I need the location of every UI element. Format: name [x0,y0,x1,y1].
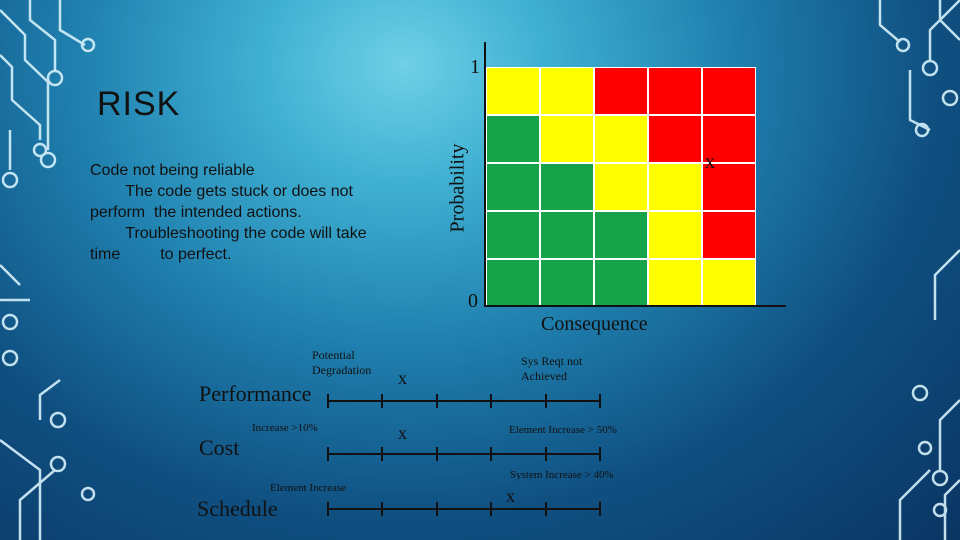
matrix-cell [702,259,756,307]
scale-tick [544,394,547,408]
matrix-cell [648,259,702,307]
matrix-cell [594,259,648,307]
matrix-marker: x [705,151,715,173]
matrix-cell [486,67,540,115]
matrix-cell [594,115,648,163]
matrix-cell [540,163,594,211]
scale-tick [327,447,329,461]
scale-tick [599,502,601,516]
scale-tick [327,394,329,408]
matrix-cell [486,163,540,211]
scale-tick [544,447,547,461]
schedule-note-left: Element Increase [270,482,347,494]
cost-note-left: Increase >10% [252,422,318,434]
matrix-cell [648,163,702,211]
cost-label: Cost [199,435,240,460]
cost-marker: x [398,423,407,443]
scale-tick [490,447,493,461]
x-axis-line [484,305,786,307]
y-axis-line [484,42,486,306]
matrix-cell [540,115,594,163]
matrix-cell [486,259,540,307]
schedule-label: Schedule [197,496,278,521]
schedule-note-right: System Increase > 40% [510,469,614,481]
scale-tick [435,447,438,461]
matrix-cell [486,211,540,259]
description-line: The code gets stuck or does not [90,183,353,200]
performance-label: Performance [199,381,312,406]
scale-tick [381,447,384,461]
scale-tick [381,502,384,516]
matrix-cell [540,67,594,115]
scale-tick [544,502,547,516]
scale-bar [328,453,600,455]
scale-tick [381,394,384,408]
matrix-cell [702,67,756,115]
matrix-cell [540,259,594,307]
x-axis-label: Consequence [541,313,648,335]
matrix-cell [648,211,702,259]
scale-bar [328,508,600,510]
slide-title: RISK [97,85,181,123]
matrix-cell [594,163,648,211]
matrix-cell [648,115,702,163]
scale-tick [490,394,493,408]
matrix-cell [540,211,594,259]
y-axis-label: Probability [446,143,469,233]
risk-description: Code not being reliable The code gets st… [90,160,420,265]
description-line: time to perfect. [90,246,232,263]
y-axis-bottom-label: 0 [468,290,478,312]
scale-tick [327,502,329,516]
scale-tick [490,502,493,516]
performance-marker: x [398,368,407,388]
matrix-cell [594,211,648,259]
schedule-marker: x [506,486,515,506]
performance-note-right: Sys Reqt not Achieved [521,354,583,383]
matrix-cell [486,115,540,163]
matrix-cell [702,115,756,163]
performance-note-left: Potential Degradation [312,348,372,377]
matrix-cell [702,163,756,211]
description-line: Troubleshooting the code will take [90,225,367,242]
matrix-cell [648,67,702,115]
description-line: Code not being reliable [90,162,255,179]
description-line: perform the intended actions. [90,204,302,221]
scale-tick [435,394,438,408]
matrix-cell [594,67,648,115]
cost-note-right: Element Increase > 50% [509,424,617,436]
scale-bar [328,400,600,402]
scale-tick [435,502,438,516]
scale-tick [599,394,601,408]
y-axis-top-label: 1 [470,56,480,78]
scale-tick [599,447,601,461]
matrix-cell [702,211,756,259]
